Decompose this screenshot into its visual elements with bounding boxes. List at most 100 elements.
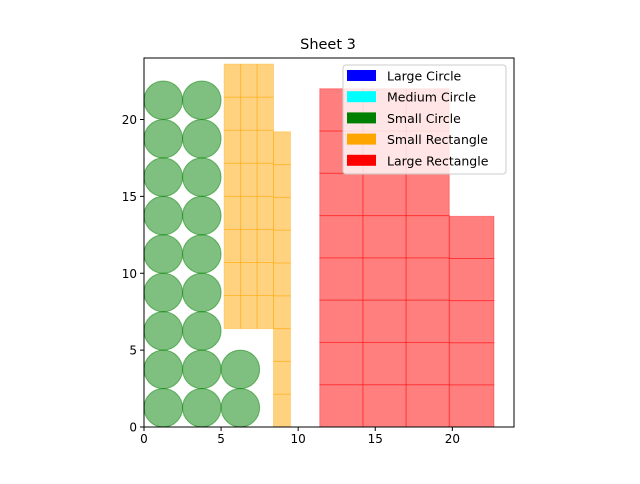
legend-swatch [347,133,376,145]
small-rectangle [223,195,242,230]
x-tick-label: 10 [291,432,306,446]
small-rectangle [223,261,242,297]
small-rectangle [273,262,291,297]
small-rectangle [240,295,258,330]
y-tick-label: 0 [129,421,137,435]
small-circle [143,234,184,274]
large-rectangle [448,384,495,428]
y-tick-label: 5 [129,344,137,358]
axes-layer: 0 5 10 15 20 0 5 10 15 20 [122,113,460,446]
legend-frame [342,64,507,175]
small-rectangle [256,261,274,297]
small-rectangle [273,131,291,166]
large-rectangle [448,215,495,259]
large-rectangle [362,172,407,217]
large-rectangle [319,341,364,386]
large-rectangle [319,172,364,217]
small-circle [182,80,222,121]
large-rectangle [448,300,495,344]
small-rectangle [223,228,242,263]
small-rectangle [223,162,242,197]
small-rectangle [256,228,274,263]
y-tick-label: 15 [122,190,137,204]
small-rectangle [273,328,291,362]
large-rectangle [362,215,407,259]
small-rectangle [240,195,258,230]
small-rectangle [273,295,291,330]
large-rectangle [405,299,450,343]
x-tick-label: 0 [140,432,148,446]
legend-label: Small Rectangle [387,132,488,147]
small-circle [143,80,184,121]
y-tick-label: 10 [122,267,137,281]
small-circle [182,349,222,390]
small-rectangle [240,63,258,98]
large-rectangle [405,257,450,301]
y-tick-label: 20 [122,113,137,127]
small-rectangle [273,360,291,395]
large-rectangle [362,384,407,428]
small-rectangle [240,228,258,263]
chart-title: Sheet 3 [300,37,356,53]
small-circle [143,195,184,236]
small-circle [220,349,261,390]
small-rectangle [256,129,274,164]
small-circle [182,118,222,159]
small-circle [143,118,184,159]
small-circle [182,234,222,274]
small-rectangle [256,96,274,131]
large-rectangle [405,341,450,386]
large-rectangle [362,299,407,343]
large-rectangle [448,257,495,302]
plot-frame [143,57,515,428]
small-circle [143,272,184,313]
legend-label: Small Circle [387,111,461,126]
small-rectangle [273,393,291,428]
large-rectangle [405,384,450,428]
small-rectangle [256,63,274,98]
large-rectangle [319,215,364,259]
small-circle [182,272,222,313]
small-rectangle [223,295,242,330]
legend-label: Large Rectangle [387,153,489,168]
x-tick-label: 20 [445,432,460,446]
small-rectangle [240,261,258,297]
large-rectangle [405,215,450,259]
small-rectangle [223,63,242,98]
large-rectangle [319,299,364,343]
small-circle [143,349,184,390]
small-circle [182,311,222,351]
legend: Large Circle Medium Circle Small Circle Sma… [342,64,507,175]
small-circle [143,157,184,197]
small-rectangle [240,129,258,164]
legend-swatch [347,70,376,81]
small-rectangle [273,196,291,231]
small-circle [182,195,222,236]
circles-layer [143,80,261,428]
large-rectangle [319,384,364,428]
small-rectangle [273,164,291,198]
large-rectangle [405,172,450,217]
small-rectangle [256,295,274,330]
small-rectangle [223,129,242,164]
small-circle [143,311,184,351]
small-circle [143,388,184,428]
legend-swatch [347,112,376,124]
small-rectangle [240,162,258,197]
small-circle [182,157,222,197]
small-rectangle [256,195,274,230]
large-rectangle [362,257,407,301]
small-circle [182,388,222,428]
legend-label: Large Circle [387,69,462,84]
large-rectangle [319,257,364,301]
small-rectangle [273,229,291,264]
legend-swatch [347,154,376,166]
legend-swatch [347,91,376,103]
x-tick-label: 5 [217,432,225,446]
small-rectangle [223,96,242,131]
legend-label: Medium Circle [387,90,476,105]
small-rectangle [240,96,258,131]
small-rectangle [256,162,274,197]
large-rectangle [448,342,495,386]
